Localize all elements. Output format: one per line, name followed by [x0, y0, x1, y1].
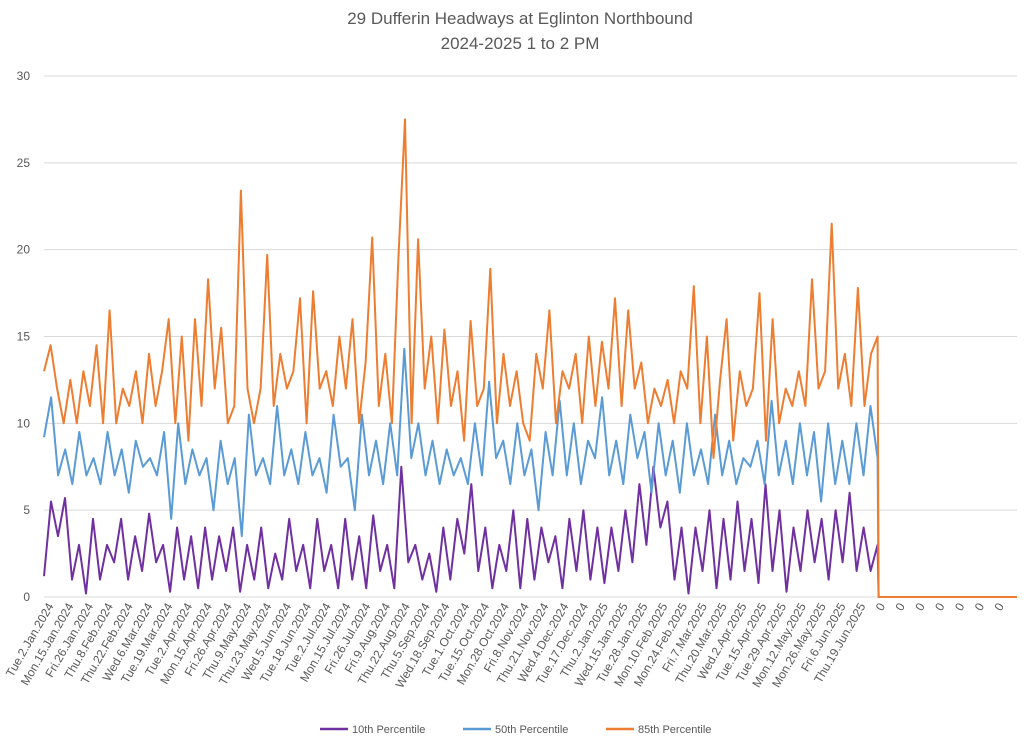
y-tick-label: 15: [17, 330, 31, 344]
x-tick-label: 0: [912, 600, 928, 613]
x-tick-label: 0: [893, 600, 909, 613]
x-tick-label: 0: [992, 600, 1008, 613]
series-line-85th-percentile: [43, 118, 1017, 598]
legend-label: 50th Percentile: [495, 724, 568, 736]
y-tick-label: 5: [23, 503, 30, 517]
legend-item: 85th Percentile: [606, 724, 711, 736]
legend-label: 85th Percentile: [638, 724, 711, 736]
x-tick-label: 0: [873, 600, 889, 613]
chart-subtitle: 2024-2025 1 to 2 PM: [441, 34, 600, 53]
x-tick-label: 0: [932, 600, 948, 613]
y-tick-label: 0: [23, 590, 30, 604]
legend-label: 10th Percentile: [352, 724, 425, 736]
y-tick-label: 20: [17, 243, 31, 257]
y-tick-label: 10: [17, 416, 31, 430]
chart-title: 29 Dufferin Headways at Eglinton Northbo…: [347, 9, 693, 28]
series-line-50th-percentile: [43, 347, 1017, 598]
y-tick-label: 30: [17, 69, 31, 83]
y-tick-label: 25: [17, 156, 31, 170]
legend-item: 50th Percentile: [463, 724, 568, 736]
legend-item: 10th Percentile: [320, 724, 425, 736]
series-line-10th-percentile: [43, 465, 1017, 598]
x-tick-label: 0: [952, 600, 968, 613]
x-tick-label: 0: [972, 600, 988, 613]
